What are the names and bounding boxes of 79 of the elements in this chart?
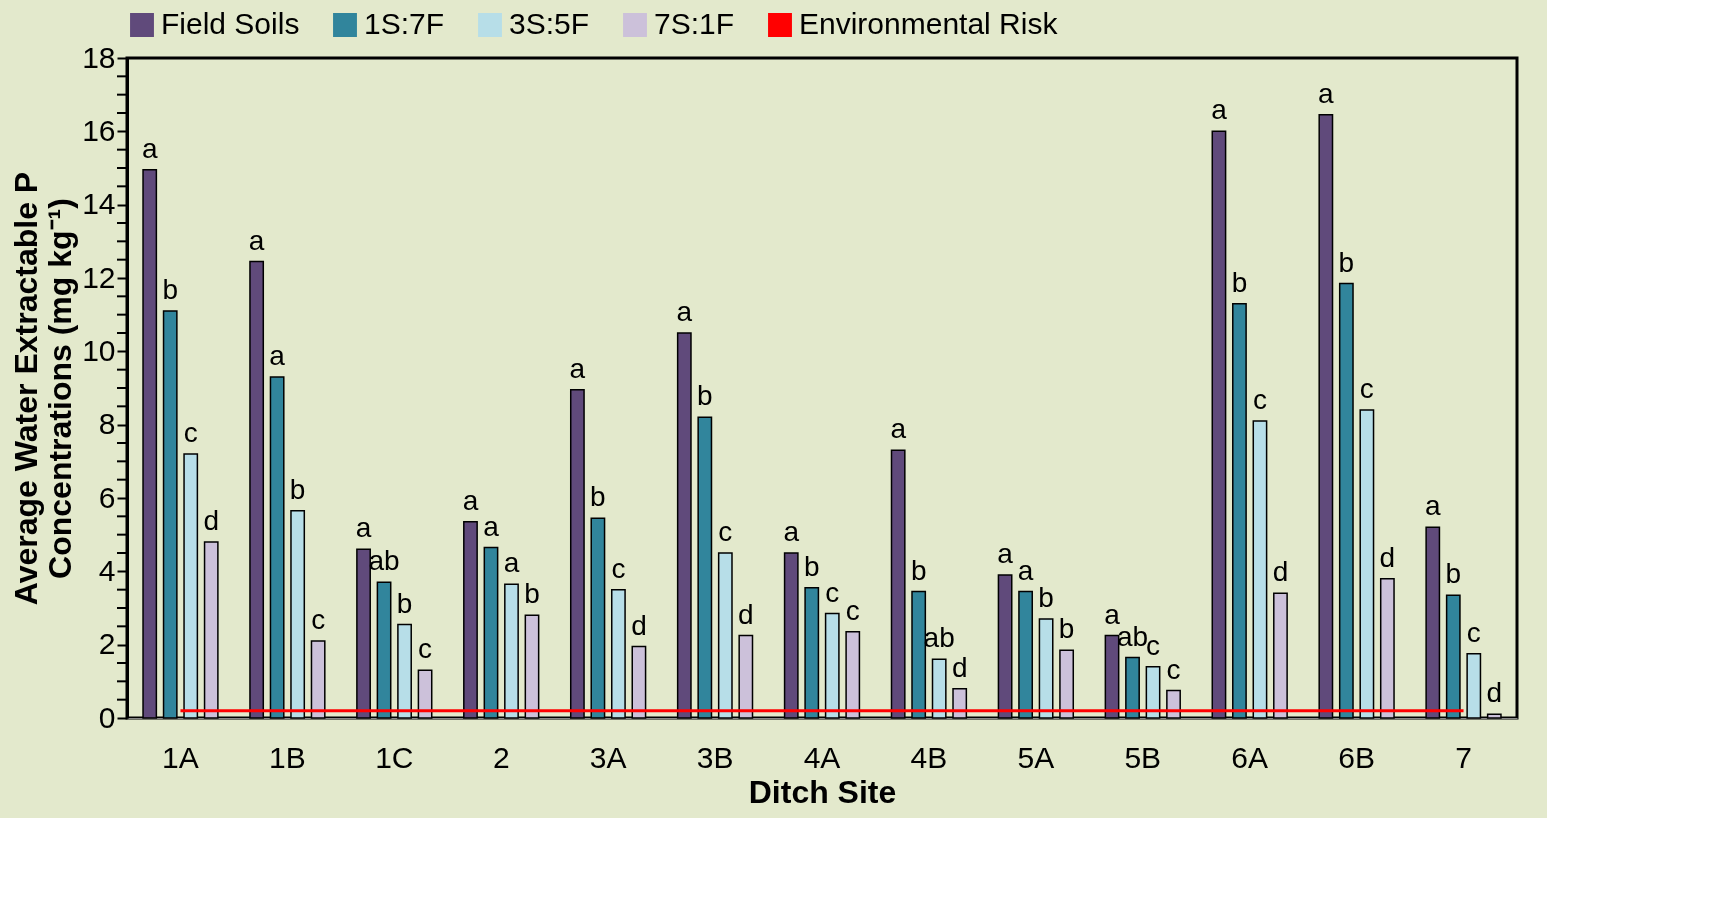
legend-label: 7S:1F (654, 7, 735, 40)
data-label: c (1146, 629, 1161, 661)
data-label: c (718, 516, 733, 547)
y-tick-label: 10 (82, 333, 116, 367)
x-axis-title: Ditch Site (748, 773, 897, 810)
data-label: b (1231, 266, 1248, 298)
data-label: a (676, 296, 693, 327)
data-label: d (1272, 556, 1289, 588)
data-label: a (890, 413, 907, 445)
data-label: d (1379, 541, 1396, 573)
data-label: c (1252, 384, 1267, 415)
data-label: c (825, 576, 840, 608)
data-label: c (183, 417, 198, 448)
data-label: a (1017, 554, 1034, 586)
data-label: a (997, 538, 1014, 569)
y-tick-label: 16 (82, 113, 116, 147)
x-tick-label: 5B (1124, 740, 1162, 774)
y-tick-label: 0 (98, 700, 116, 734)
x-tick-label: 6B (1338, 740, 1375, 774)
data-label: c (845, 594, 860, 626)
data-label: b (910, 554, 927, 586)
x-tick-label: 5A (1017, 740, 1055, 774)
y-tick-label: 14 (82, 187, 116, 221)
y-tick-label: 18 (82, 40, 116, 74)
data-label: a (1318, 77, 1335, 109)
data-label: a (462, 484, 479, 516)
y-tick-label: 12 (82, 260, 116, 294)
data-label: a (248, 224, 265, 256)
x-tick-label: 3A (589, 740, 627, 774)
data-label: a (1424, 490, 1441, 522)
x-tick-label: 6A (1231, 740, 1269, 774)
data-label: c (311, 604, 326, 635)
data-label: b (1338, 246, 1355, 278)
data-label: c (1359, 373, 1374, 404)
data-label: c (611, 552, 626, 584)
data-label: b (1058, 613, 1075, 645)
x-tick-label: 4B (910, 740, 948, 774)
data-label: b (697, 380, 713, 412)
y-tick-label: 8 (98, 407, 116, 441)
data-label: a (269, 340, 286, 371)
data-label: a (141, 132, 158, 164)
data-label: a (783, 516, 800, 547)
legend-label: 1S:7F (364, 7, 445, 40)
x-tick-label: 7 (1455, 740, 1472, 774)
data-label: b (803, 550, 820, 582)
data-label: a (1104, 598, 1121, 630)
data-label: a (569, 352, 586, 384)
data-label: b (590, 481, 606, 513)
legend-label: Environmental Risk (799, 7, 1059, 40)
y-tick-label: 6 (98, 480, 116, 514)
y-tick-label: 4 (98, 553, 116, 587)
x-tick-label: 2 (492, 740, 510, 774)
x-tick-label: 1B (269, 740, 306, 774)
data-label: a (1211, 94, 1228, 126)
data-label: c (1166, 653, 1181, 685)
x-tick-label: 1C (375, 740, 414, 774)
data-label: b (1038, 582, 1054, 613)
data-label: a (355, 512, 372, 544)
y-tick-label: 2 (98, 627, 116, 661)
data-label: b (289, 473, 306, 505)
y-axis-title: Average Water Extractable P Concentrations (mg kg⁻¹) (8, 171, 79, 606)
data-label: d (738, 598, 754, 630)
data-label: c (418, 633, 433, 665)
data-label: d (951, 651, 968, 683)
data-label: d (203, 505, 220, 536)
data-label: b (524, 578, 540, 610)
legend-label: 3S:5F (509, 7, 590, 40)
data-label: c (1466, 616, 1481, 648)
x-tick-label: 3B (696, 740, 734, 774)
x-tick-label: 4A (803, 740, 841, 774)
data-label: a (503, 547, 520, 579)
legend-label: Field Soils (161, 7, 300, 40)
x-tick-label: 1A (162, 740, 199, 774)
data-label: d (1486, 677, 1503, 709)
data-label: b (396, 587, 413, 619)
data-label: d (631, 609, 647, 641)
data-label: a (483, 510, 500, 542)
data-label: b (162, 274, 178, 305)
data-label: b (1445, 558, 1462, 590)
